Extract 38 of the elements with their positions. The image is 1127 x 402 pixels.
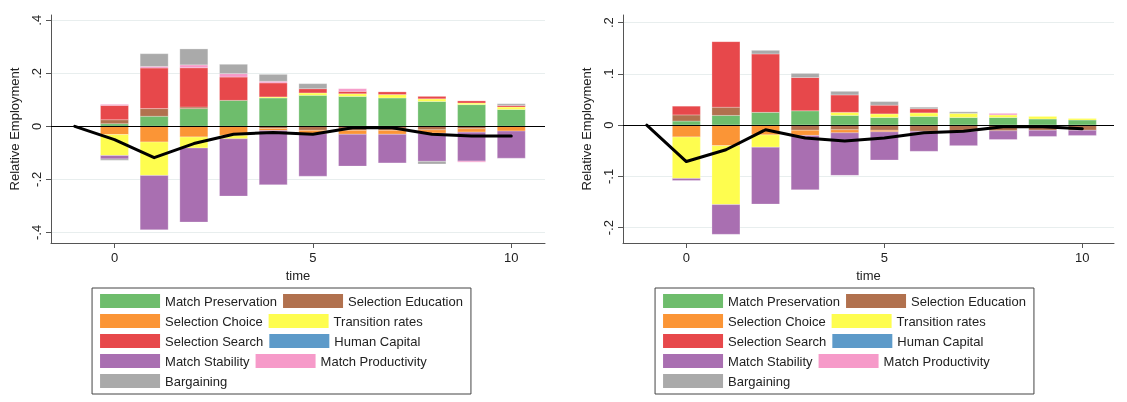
y-tick-label: -.2	[601, 220, 616, 236]
legend-label: Bargaining	[165, 373, 228, 389]
legend-label: Selection Choice	[728, 313, 826, 329]
legend-label: Match Productivity	[320, 353, 428, 369]
legend-label: Selection Education	[348, 293, 463, 309]
x-axis-title: time	[285, 267, 311, 283]
y-tick-label: .4	[29, 14, 44, 26]
legend-label: Selection Search	[165, 333, 264, 349]
y-tick-label: .1	[601, 68, 616, 80]
x-tick-label: 0	[682, 250, 690, 265]
y-axis-title: Relative Employment	[7, 67, 22, 191]
y-tick-label: 0	[601, 121, 616, 129]
legend-label: Transition rates	[896, 313, 987, 329]
x-tick-label: 5	[309, 250, 317, 265]
legend-label: Match Preservation	[728, 293, 841, 309]
legend-label: Match Stability	[165, 353, 251, 369]
y-tick-label: .2	[29, 67, 44, 79]
y-tick-label: -.4	[29, 224, 44, 240]
legend-label: Match Preservation	[165, 293, 278, 309]
x-tick-label: 10	[504, 250, 519, 265]
legend-label: Human Capital	[334, 333, 421, 349]
legend-label: Human Capital	[897, 333, 984, 349]
legend-label: Bargaining	[728, 373, 791, 389]
y-tick-label: 0	[29, 122, 44, 130]
legend-label: Match Productivity	[883, 353, 991, 369]
legend-label: Transition rates	[333, 313, 424, 329]
x-tick-label: 10	[1075, 250, 1090, 265]
y-tick-label: -.2	[29, 171, 44, 187]
legend-label: Match Stability	[728, 353, 814, 369]
legend-label: Selection Choice	[165, 313, 263, 329]
legend-label: Selection Search	[728, 333, 827, 349]
legend-label: Selection Education	[911, 293, 1026, 309]
x-tick-label: 5	[880, 250, 888, 265]
y-axis-title: Relative Employment	[579, 67, 594, 191]
x-axis-title: time	[856, 267, 881, 283]
y-tick-label: .2	[601, 17, 616, 29]
y-tick-label: -.1	[601, 168, 616, 184]
x-tick-label: 0	[110, 250, 119, 265]
